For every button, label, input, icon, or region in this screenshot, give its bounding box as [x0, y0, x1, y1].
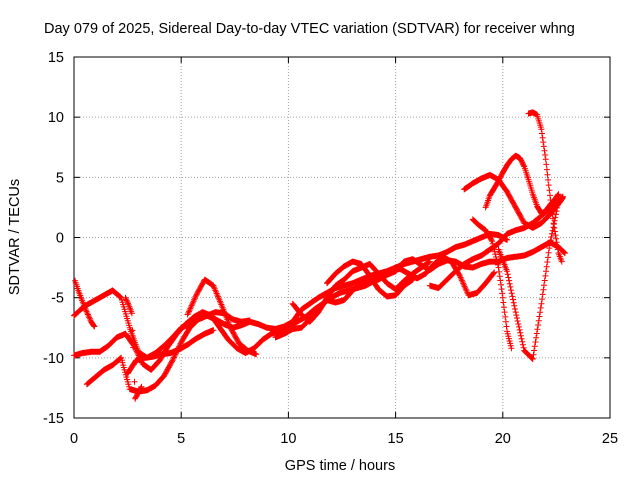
y-tick-labels: -15 -10 -5 0 5 10 15	[43, 50, 64, 427]
data-point-markers	[495, 198, 562, 362]
tick-marks	[73, 56, 611, 419]
series-track-8	[272, 239, 568, 341]
x-tick-label: 20	[495, 431, 511, 447]
x-tick-label: 10	[280, 431, 296, 447]
data-point-markers	[324, 258, 416, 300]
data-point-markers	[289, 258, 433, 325]
x-tick-label: 0	[70, 431, 78, 447]
data-point-markers	[482, 152, 562, 217]
series-track-14	[469, 216, 515, 352]
y-tick-label: -10	[43, 351, 64, 367]
y-tick-label: -5	[51, 291, 64, 307]
y-tick-label: 5	[56, 170, 64, 186]
data-point-markers	[71, 253, 498, 373]
series-track-10	[324, 258, 416, 300]
x-tick-label: 5	[177, 431, 185, 447]
data-point-markers	[184, 276, 260, 358]
series-track-2	[71, 253, 498, 373]
chart-title: Day 079 of 2025, Sidereal Day-to-day VTE…	[44, 21, 575, 37]
data-point-markers	[72, 277, 98, 330]
data-point-markers	[469, 216, 515, 352]
series-track-12	[482, 152, 562, 217]
x-tick-label: 25	[602, 431, 618, 447]
series-track-16	[525, 109, 565, 265]
data-point-markers	[525, 109, 565, 265]
y-tick-label: 10	[48, 110, 64, 126]
data-point-markers	[71, 230, 511, 361]
series-track-6	[124, 327, 217, 377]
series-track-1	[71, 230, 511, 361]
x-axis-label: GPS time / hours	[285, 458, 395, 474]
y-axis-label: SDTVAR / TECUs	[7, 179, 23, 295]
data-point-markers	[124, 327, 217, 377]
series-track-9	[289, 258, 433, 325]
data-point-markers	[272, 239, 568, 341]
data-point-markers	[122, 294, 145, 402]
y-tick-label: -15	[43, 411, 64, 427]
x-tick-labels: 0 5 10 15 20 25	[70, 431, 618, 447]
series-track-15	[495, 198, 562, 362]
series-track-7	[184, 276, 260, 358]
data-series	[71, 109, 568, 402]
y-tick-label: 0	[56, 231, 64, 247]
series-track-4	[72, 277, 98, 330]
x-tick-label: 15	[388, 431, 404, 447]
series-track-5	[122, 294, 145, 402]
y-tick-label: 15	[48, 50, 64, 66]
